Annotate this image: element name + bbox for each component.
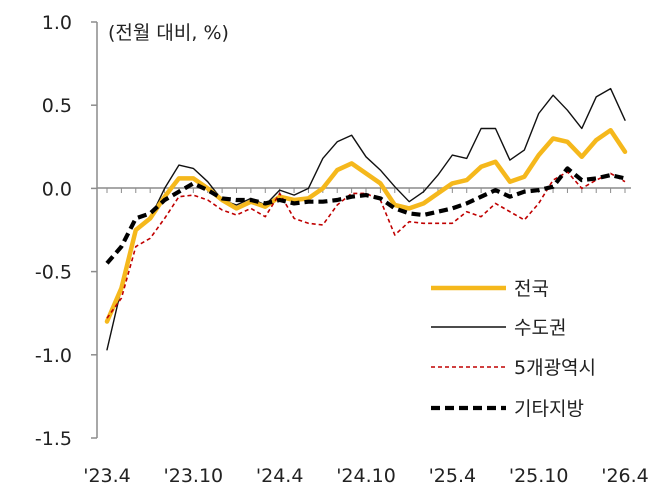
- y-tick-label: 1.0: [42, 12, 72, 34]
- chart-axes: 1.0 0.5 0.0 -0.5 -1.0 -1.5 '23.4 '23.10 '24.4 '24…: [35, 12, 649, 487]
- x-tick-label: '23.4: [83, 465, 131, 487]
- series-line-2: [106, 87, 626, 351]
- y-tick-label: -1.5: [35, 428, 72, 450]
- x-tick-label: '23.10: [164, 465, 224, 487]
- y-tick-label: -0.5: [35, 262, 72, 284]
- y-tick-label: 0.5: [42, 95, 72, 117]
- legend-label-1: 전국: [514, 278, 549, 300]
- series-line-4: [105, 166, 626, 265]
- series-layer: [104, 87, 628, 351]
- series-line-1: [104, 127, 628, 324]
- x-tick-label: '25.4: [429, 465, 477, 487]
- legend-label-4: 기타지방: [514, 398, 584, 420]
- unit-label: (전월 대비, %): [108, 22, 229, 44]
- y-tick-label: -1.0: [35, 345, 72, 367]
- x-tick-label: '26.4: [601, 465, 649, 487]
- x-tick-label: '24.10: [336, 465, 396, 487]
- legend-label-2: 수도권: [514, 317, 566, 339]
- legend-label-3: 5개광역시: [514, 357, 596, 379]
- x-tick-label: '24.4: [256, 465, 304, 487]
- x-tick-label: '25.10: [509, 465, 569, 487]
- y-tick-label: 0.0: [42, 178, 72, 200]
